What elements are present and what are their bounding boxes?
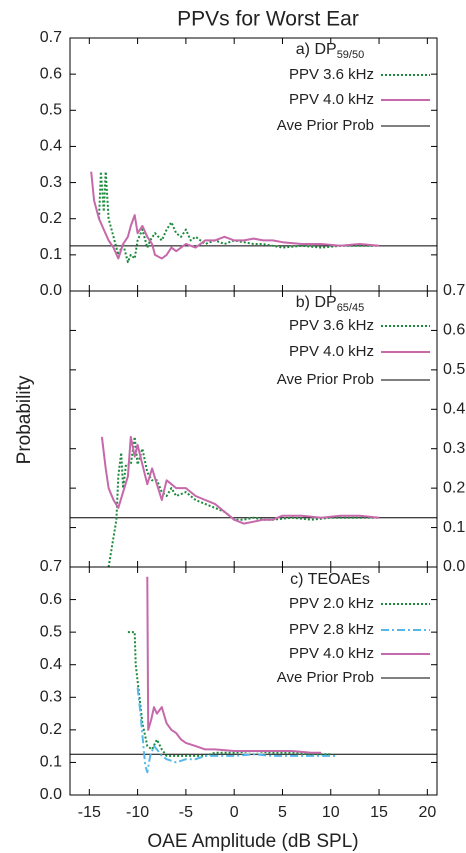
series-line (100, 435, 380, 525)
panel-label: c) TEOAEs (290, 571, 370, 588)
x-tick-label: -5 (179, 804, 193, 821)
x-tick-label: -15 (78, 804, 101, 821)
legend-label: PPV 2.0 kHz (289, 595, 374, 612)
legend-label: PPV 3.6 kHz (289, 317, 374, 334)
y-tick-label: 0.1 (40, 754, 62, 771)
y-tick-label: 0.2 (40, 210, 62, 227)
y-tick-label: 0.1 (40, 246, 62, 263)
x-tick-label: 20 (418, 804, 436, 821)
x-axis-label: OAE Amplitude (dB SPL) (147, 831, 358, 852)
panel-label-sub: 65/45 (337, 302, 365, 314)
plot-frame (69, 290, 438, 568)
y-tick-label: 0.3 (40, 174, 62, 191)
y-tick-label: 0.4 (443, 401, 465, 418)
y-tick-label: 0.6 (443, 322, 465, 339)
series-line (136, 687, 336, 774)
y-tick-label: 0.0 (40, 786, 62, 803)
legend-label: Ave Prior Prob (277, 371, 374, 388)
panel-label-main: c) TEOAEs (290, 571, 370, 588)
panel-label: a) DP59/50 (296, 41, 364, 61)
legend-label: PPV 4.0 kHz (289, 91, 374, 108)
panel-label: b) DP65/45 (296, 294, 364, 314)
legend-label: PPV 4.0 kHz (289, 343, 374, 360)
y-tick-label: 0.0 (443, 558, 465, 575)
legend-label: Ave Prior Prob (277, 117, 374, 134)
y-tick-label: 0.5 (443, 361, 465, 378)
x-tick-label: 0 (230, 804, 239, 821)
x-tick-label: 5 (278, 804, 287, 821)
y-tick-label: 0.0 (40, 282, 62, 299)
y-tick-label: 0.5 (40, 102, 62, 119)
y-tick-label: 0.4 (40, 656, 62, 673)
panel-label-main: b) DP (296, 294, 337, 311)
legend-label: PPV 4.0 kHz (289, 645, 374, 662)
legend-label: Ave Prior Prob (277, 669, 374, 686)
y-tick-label: 0.2 (40, 721, 62, 738)
panel-label-sub: 59/50 (337, 49, 365, 61)
plot-frame (69, 566, 438, 796)
y-tick-label: 0.7 (40, 558, 62, 575)
y-tick-label: 0.6 (40, 65, 62, 82)
series-line (98, 170, 380, 264)
series-line (90, 171, 380, 260)
y-axis-label: Probability (14, 375, 35, 464)
y-tick-label: 0.7 (443, 282, 465, 299)
chart-title: PPVs for Worst Ear (177, 8, 359, 31)
x-tick-label: 15 (370, 804, 388, 821)
y-tick-label: 0.4 (40, 138, 62, 155)
panel-label-main: a) DP (296, 41, 337, 58)
series-line (107, 435, 380, 568)
legend-label: PPV 2.8 kHz (289, 621, 374, 638)
y-tick-label: 0.1 (443, 519, 465, 536)
y-tick-label: 0.6 (40, 591, 62, 608)
series-line (146, 576, 322, 754)
legend-label: PPV 3.6 kHz (289, 66, 374, 83)
x-tick-label: -10 (126, 804, 149, 821)
y-tick-label: 0.2 (443, 479, 465, 496)
y-tick-label: 0.5 (40, 623, 62, 640)
x-tick-label: 10 (322, 804, 340, 821)
y-tick-label: 0.7 (40, 29, 62, 46)
y-tick-label: 0.3 (40, 689, 62, 706)
y-tick-label: 0.3 (443, 440, 465, 457)
